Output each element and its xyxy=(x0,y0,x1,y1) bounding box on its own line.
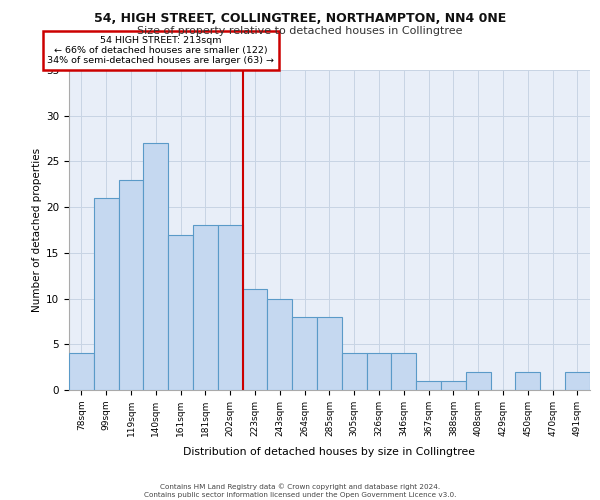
Y-axis label: Number of detached properties: Number of detached properties xyxy=(32,148,42,312)
Bar xyxy=(515,372,540,390)
Text: Contains HM Land Registry data © Crown copyright and database right 2024.
Contai: Contains HM Land Registry data © Crown c… xyxy=(144,484,456,498)
Text: Size of property relative to detached houses in Collingtree: Size of property relative to detached ho… xyxy=(137,26,463,36)
Bar xyxy=(466,372,491,390)
Bar xyxy=(367,354,391,390)
Bar xyxy=(242,290,268,390)
Bar xyxy=(317,317,342,390)
Bar xyxy=(416,381,441,390)
Bar xyxy=(292,317,317,390)
Bar xyxy=(391,354,416,390)
Bar xyxy=(143,143,168,390)
Bar xyxy=(94,198,119,390)
Bar xyxy=(119,180,143,390)
Bar xyxy=(565,372,590,390)
Bar xyxy=(218,226,242,390)
Text: 54, HIGH STREET, COLLINGTREE, NORTHAMPTON, NN4 0NE: 54, HIGH STREET, COLLINGTREE, NORTHAMPTO… xyxy=(94,12,506,26)
Text: 54 HIGH STREET: 213sqm
← 66% of detached houses are smaller (122)
34% of semi-de: 54 HIGH STREET: 213sqm ← 66% of detached… xyxy=(47,36,274,66)
Bar xyxy=(69,354,94,390)
Bar xyxy=(168,234,193,390)
Bar xyxy=(268,298,292,390)
X-axis label: Distribution of detached houses by size in Collingtree: Distribution of detached houses by size … xyxy=(184,447,475,457)
Bar xyxy=(441,381,466,390)
Bar xyxy=(342,354,367,390)
Bar xyxy=(193,226,218,390)
